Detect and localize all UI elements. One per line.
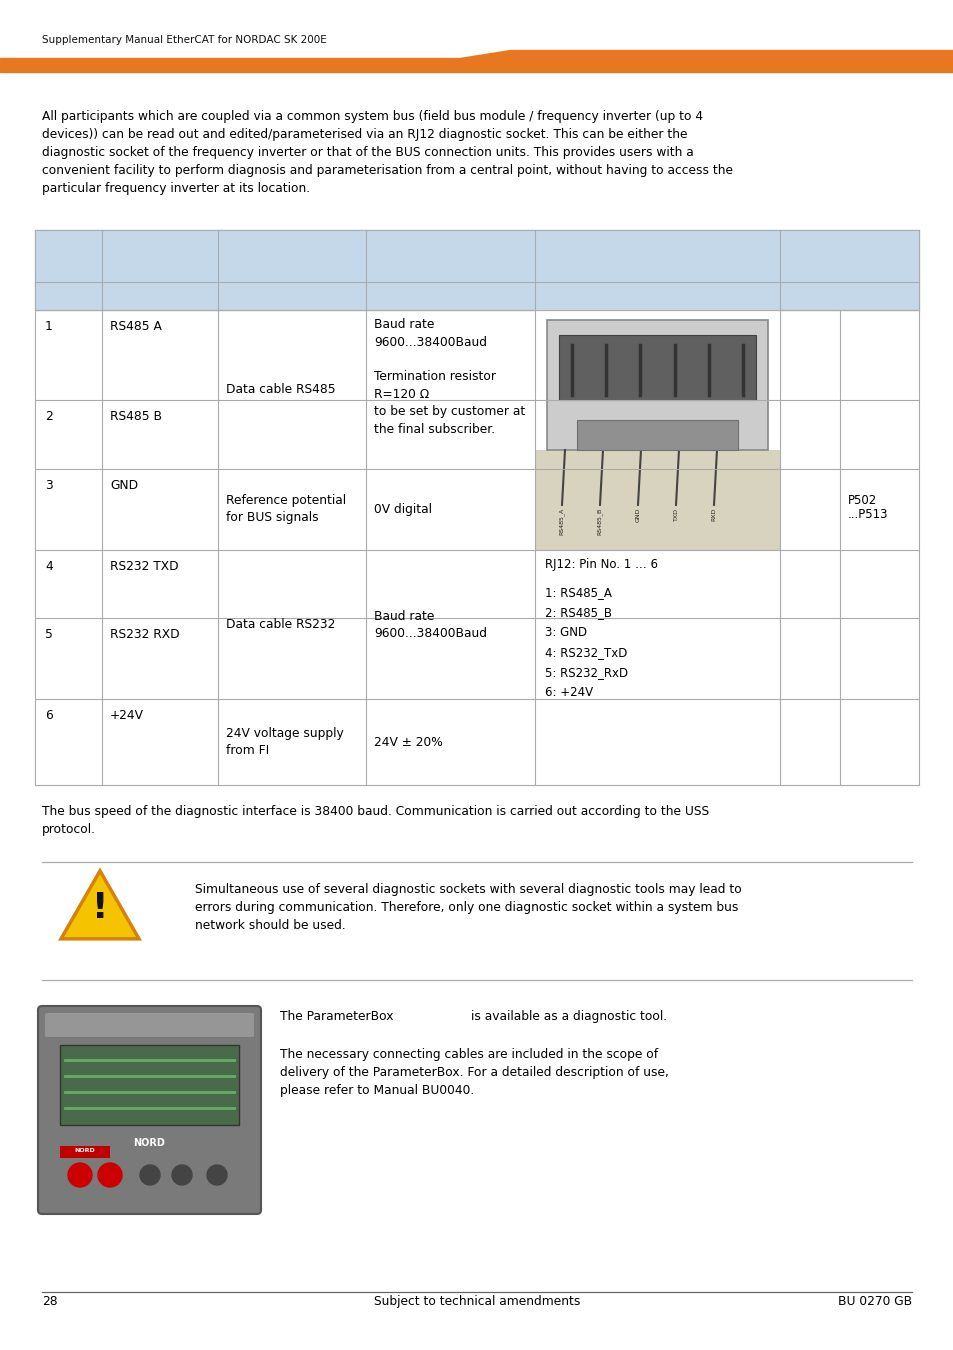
Text: Subject to technical amendments: Subject to technical amendments: [374, 1295, 579, 1308]
Text: 28: 28: [42, 1295, 57, 1308]
Text: Supplementary Manual EtherCAT for NORDAC SK 200E: Supplementary Manual EtherCAT for NORDAC…: [42, 35, 327, 45]
Bar: [535, 310, 780, 549]
Text: +24V: +24V: [110, 709, 144, 722]
Text: RS485_A: RS485_A: [558, 508, 564, 535]
Text: 3: GND: 3: GND: [544, 626, 586, 639]
Text: RS485 A: RS485 A: [110, 320, 162, 333]
FancyBboxPatch shape: [38, 1006, 261, 1214]
Text: Baud rate
9600...38400Baud: Baud rate 9600...38400Baud: [374, 610, 486, 640]
Text: 24V voltage supply
from FI: 24V voltage supply from FI: [226, 728, 343, 757]
Text: Simultaneous use of several diagnostic sockets with several diagnostic tools may: Simultaneous use of several diagnostic s…: [194, 883, 741, 932]
Bar: [60, 1146, 110, 1158]
Text: 0V digital: 0V digital: [374, 504, 432, 516]
Bar: [558, 335, 755, 400]
Text: RS232 TXD: RS232 TXD: [110, 560, 178, 572]
Circle shape: [172, 1165, 192, 1185]
Text: RS485_B: RS485_B: [597, 508, 602, 535]
Text: P502
...P513: P502 ...P513: [847, 494, 887, 521]
Text: RXD: RXD: [711, 508, 716, 521]
Text: Data cable RS232: Data cable RS232: [226, 618, 335, 630]
Text: 24V ± 20%: 24V ± 20%: [374, 736, 442, 749]
Text: 5: RS232_RxD: 5: RS232_RxD: [544, 666, 627, 679]
FancyBboxPatch shape: [45, 1012, 253, 1037]
Text: 3: 3: [45, 479, 52, 491]
Text: 1: 1: [45, 320, 52, 333]
Text: 1: RS485_A: 1: RS485_A: [544, 586, 611, 599]
Text: 2: 2: [45, 410, 52, 424]
Text: 6: +24V: 6: +24V: [544, 686, 593, 699]
Text: Reference potential
for BUS signals: Reference potential for BUS signals: [226, 494, 346, 524]
Bar: [0, 58, 953, 72]
Text: 4: RS232_TxD: 4: RS232_TxD: [544, 645, 627, 659]
Text: NORD: NORD: [133, 1138, 165, 1148]
Text: Data cable RS485: Data cable RS485: [226, 383, 335, 396]
Polygon shape: [459, 50, 953, 58]
Text: All participants which are coupled via a common system bus (field bus module / f: All participants which are coupled via a…: [42, 109, 732, 194]
Circle shape: [207, 1165, 227, 1185]
Bar: [35, 230, 918, 282]
Bar: [35, 282, 918, 310]
Bar: [577, 420, 738, 450]
Text: RS485 B: RS485 B: [110, 410, 162, 424]
Text: GND: GND: [110, 479, 138, 491]
Polygon shape: [61, 871, 139, 938]
Bar: [535, 450, 780, 549]
Text: 6: 6: [45, 709, 52, 722]
Text: Baud rate
9600...38400Baud

Termination resistor
R=120 Ω
to be set by customer a: Baud rate 9600...38400Baud Termination r…: [374, 319, 525, 436]
Text: NORD: NORD: [74, 1149, 95, 1153]
Text: 2: RS485_B: 2: RS485_B: [544, 606, 612, 618]
Circle shape: [140, 1165, 160, 1185]
Text: GND: GND: [635, 508, 639, 522]
Text: !: !: [91, 891, 108, 925]
Text: The ParameterBox                    is available as a diagnostic tool.: The ParameterBox is available as a diagn…: [280, 1010, 666, 1023]
Text: The necessary connecting cables are included in the scope of
delivery of the Par: The necessary connecting cables are incl…: [280, 1048, 668, 1098]
Text: The bus speed of the diagnostic interface is 38400 baud. Communication is carrie: The bus speed of the diagnostic interfac…: [42, 805, 708, 836]
Circle shape: [98, 1162, 122, 1187]
Text: RS232 RXD: RS232 RXD: [110, 628, 179, 641]
Circle shape: [68, 1162, 91, 1187]
Bar: [60, 1045, 239, 1125]
Text: BU 0270 GB: BU 0270 GB: [837, 1295, 911, 1308]
Text: 5: 5: [45, 628, 52, 641]
Text: TXD: TXD: [673, 508, 678, 521]
Text: RJ12: Pin No. 1 … 6: RJ12: Pin No. 1 … 6: [544, 558, 658, 571]
Text: 4: 4: [45, 560, 52, 572]
Bar: [546, 320, 767, 450]
